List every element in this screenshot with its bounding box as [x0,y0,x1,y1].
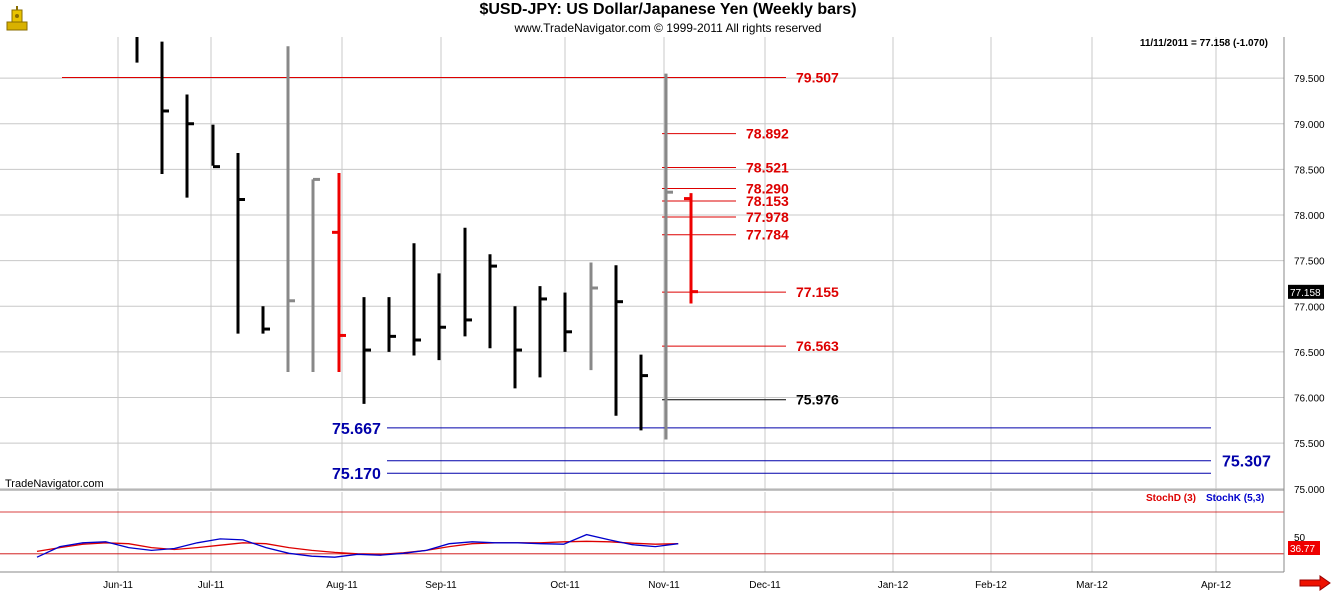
red-level-label: 77.978 [746,209,789,225]
y-tick-label: 77.500 [1294,257,1325,268]
last-price-tag-text: 77.158 [1290,288,1321,299]
stochastic-lines: StochD (3) StochK (5,3) [36,493,1264,558]
chart-subtitle: www.TradeNavigator.com © 1999-2011 All r… [514,21,822,35]
x-tick-label: Mar-12 [1076,580,1108,591]
y-tick-label: 76.000 [1294,394,1325,405]
trade-navigator-logo-icon [4,4,30,37]
red-level-label: 78.521 [746,159,789,175]
x-tick-label: Sep-11 [425,580,457,591]
red-level-label: 76.563 [796,338,839,354]
main-grid [0,37,1284,490]
chart-title: $USD-JPY: US Dollar/Japanese Yen (Weekly… [479,1,857,18]
last-bar-info: 11/11/2011 = 77.158 (-1.070) [1140,38,1268,49]
stoch-d-legend: StochD (3) [1146,493,1196,504]
blue-level-label: 75.307 [1222,454,1271,471]
stoch-k-legend: StochK (5,3) [1206,493,1264,504]
y-tick-label: 78.000 [1294,211,1325,222]
stoch-last-value-text: 36.77 [1290,544,1315,555]
blue-level-label: 75.170 [332,466,381,483]
black-level-label: 75.976 [796,392,839,408]
red-level-label: 78.153 [746,193,789,209]
x-tick-label: Jul-11 [198,580,225,591]
x-tick-label: Nov-11 [648,580,680,591]
y-tick-label: 77.000 [1294,302,1325,313]
y-tick-label: 76.500 [1294,348,1325,359]
title-bar: $USD-JPY: US Dollar/Japanese Yen (Weekly… [0,0,1336,37]
x-tick-label: Dec-11 [749,580,781,591]
watermark: TradeNavigator.com [5,478,104,490]
price-bars [135,37,698,440]
blue-level-label: 75.667 [332,421,381,438]
x-tick-label: Oct-11 [550,580,580,591]
stoch-last-value-tag [1288,541,1320,555]
y-tick-label: 75.500 [1294,439,1325,450]
stoch-y-tick-label: 50 [1294,533,1306,544]
stoch-k-line [36,533,679,558]
x-tick-label: Feb-12 [975,580,1007,591]
x-tick-label: Aug-11 [326,580,358,591]
red-level-label: 77.784 [746,227,789,243]
scroll-forward-arrow-icon[interactable] [1298,575,1332,596]
x-tick-label: Apr-12 [1201,580,1231,591]
red-level-label: 78.892 [746,126,789,142]
y-tick-label: 78.500 [1294,165,1325,176]
y-tick-label: 79.000 [1294,120,1325,131]
x-tick-label: Jun-11 [103,580,133,591]
y-tick-label: 75.000 [1294,485,1325,496]
stochastic-grid [0,492,1284,572]
red-level-label: 78.290 [746,181,789,197]
axes: Jun-11 Jul-11 Aug-11 Sep-11 Oct-11 Nov-11 Dec-… [0,37,1325,591]
y-tick-label: 79.500 [1294,74,1325,85]
x-tick-label: Jan-12 [878,580,909,591]
red-level-label: 79.507 [796,69,839,85]
last-price-tag [1288,284,1324,299]
red-level-label: 77.155 [796,284,839,300]
